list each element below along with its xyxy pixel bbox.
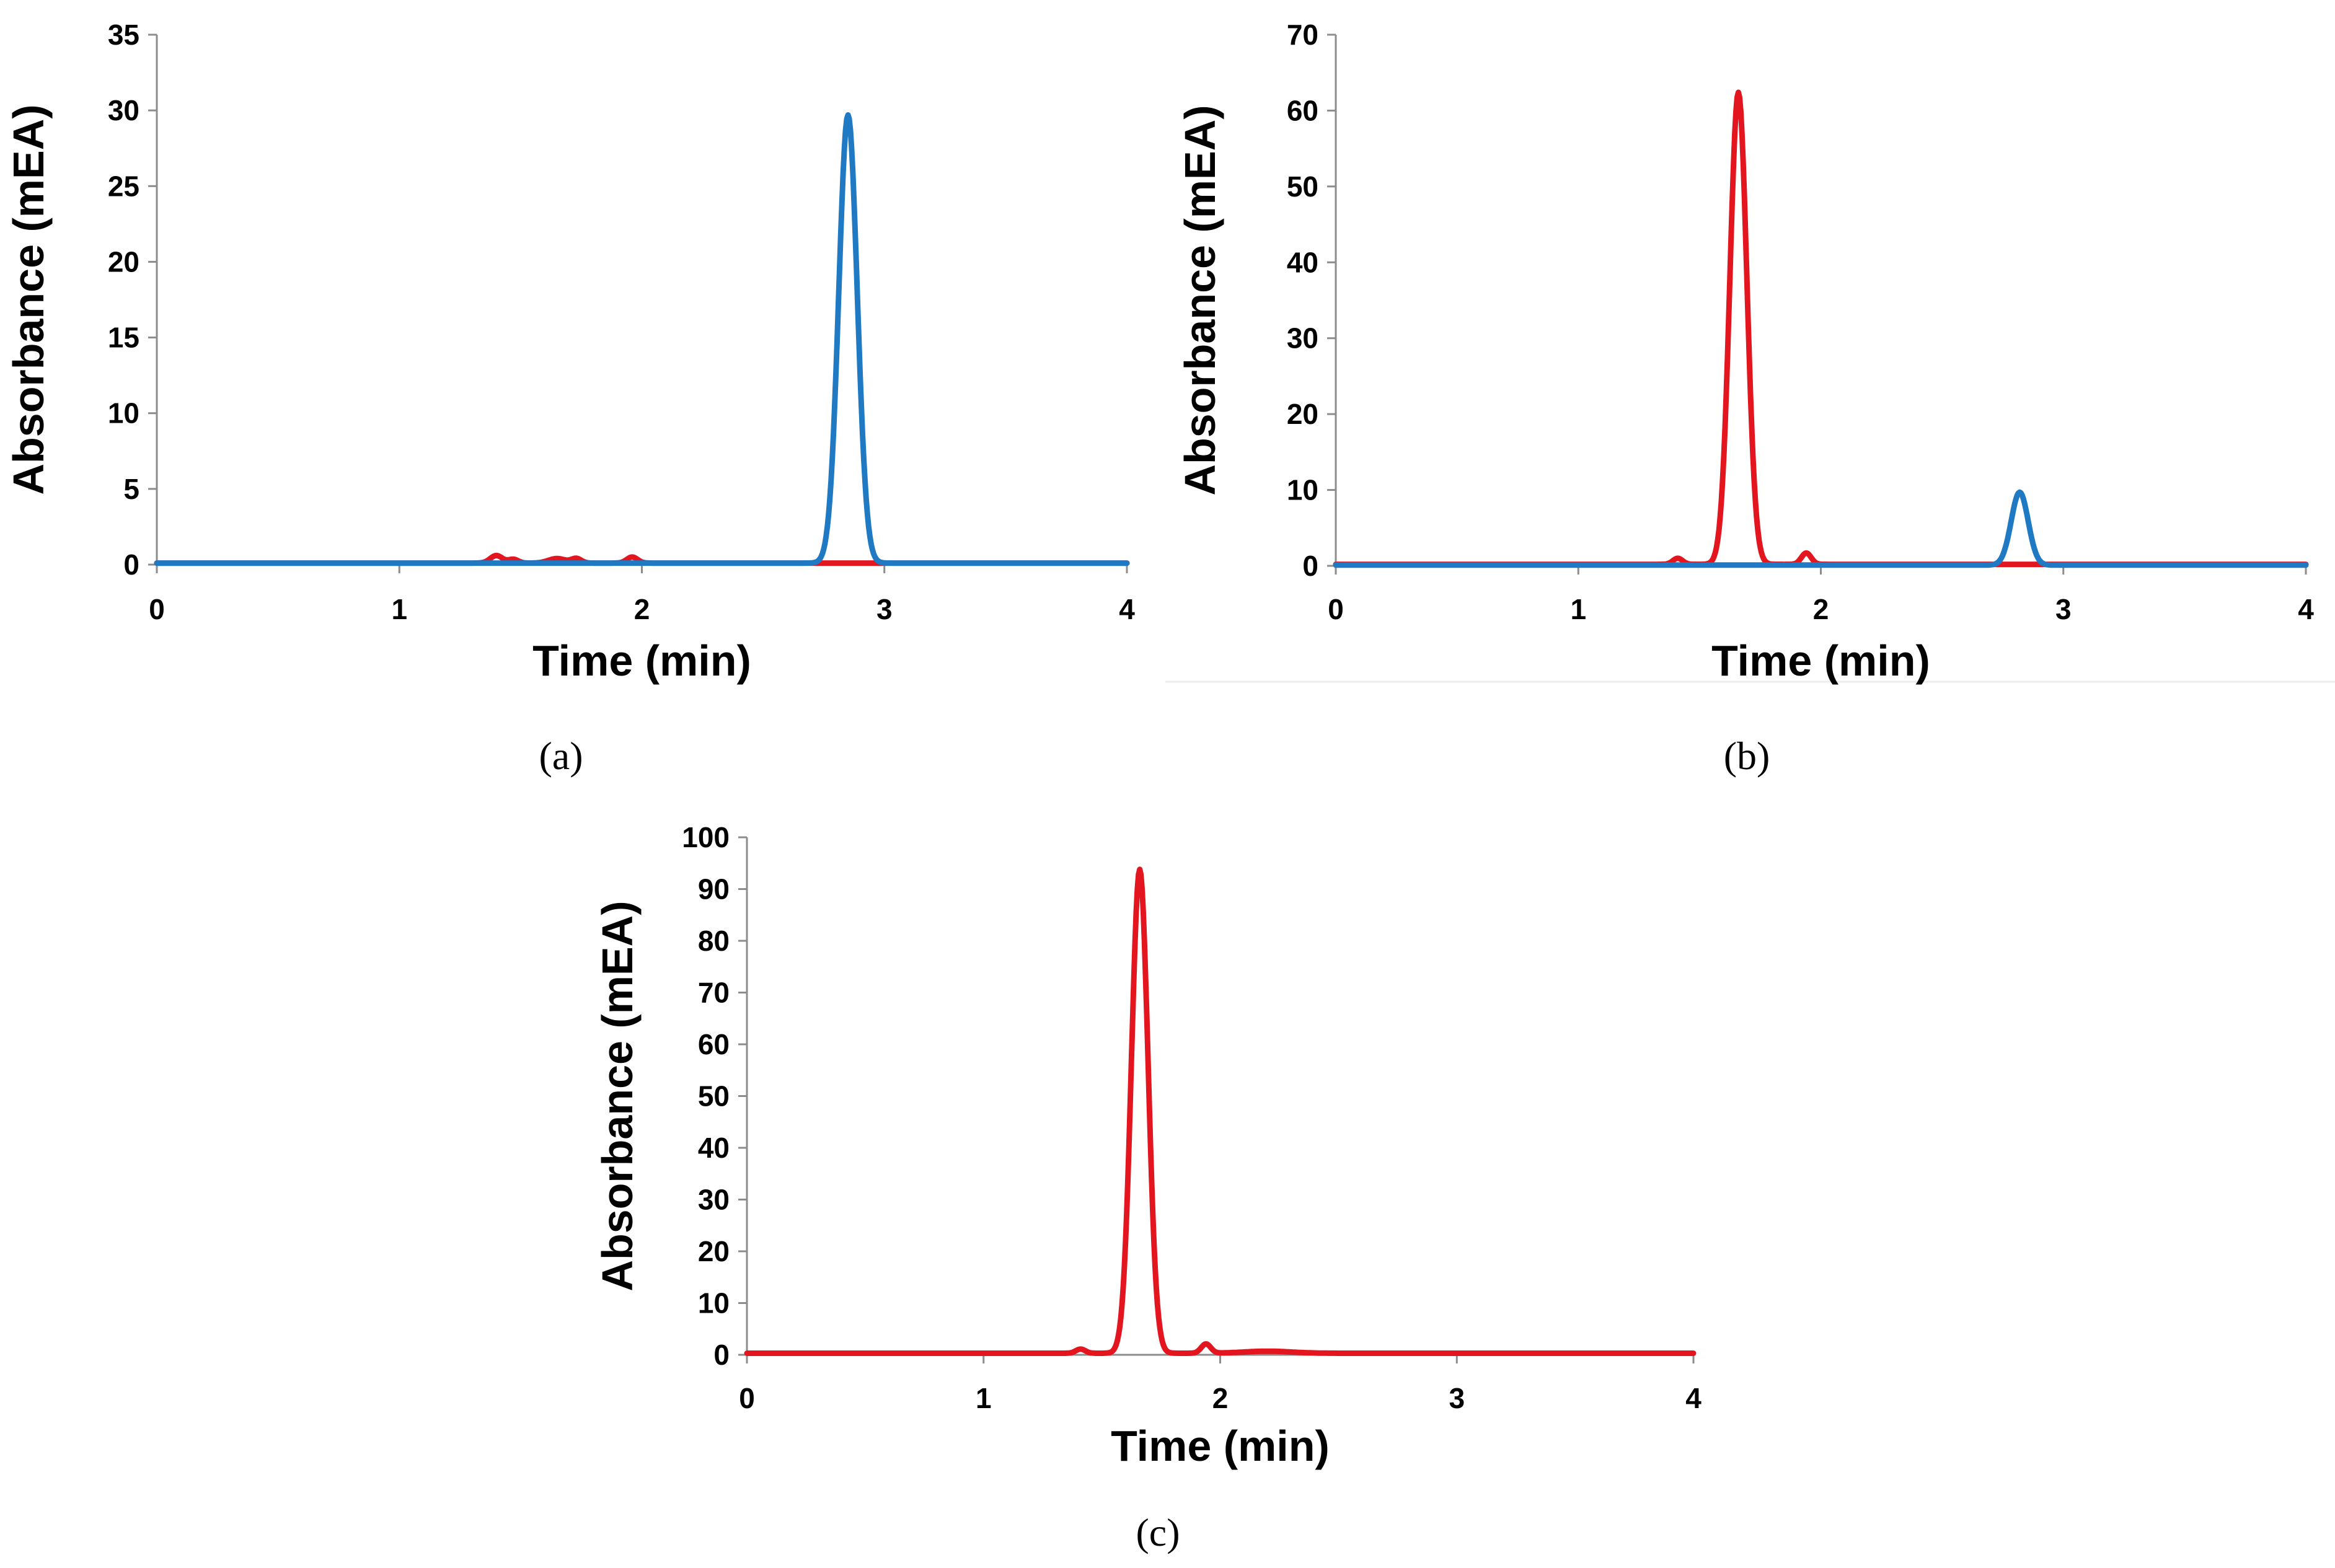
x-tick-label: 1 — [391, 593, 407, 625]
y-tick-label: 50 — [698, 1080, 730, 1112]
y-axis-label: Absorbance (mEA) — [593, 901, 642, 1291]
y-tick-label: 70 — [698, 977, 730, 1009]
x-tick-label: 0 — [1328, 593, 1344, 625]
x-tick-label: 3 — [1449, 1382, 1465, 1414]
y-tick-label: 60 — [698, 1028, 730, 1060]
y-tick-label: 10 — [108, 397, 139, 429]
y-tick-label: 20 — [108, 245, 139, 278]
x-tick-label: 1 — [1570, 593, 1586, 625]
panel-caption: (c) — [1136, 1510, 1180, 1554]
chart-panel-c: 0 10 20 30 40 50 60 70 80 90 100 0 1 2 3 4 Time (min) Abs… — [593, 821, 1702, 1554]
y-tick-label: 30 — [1287, 322, 1318, 355]
y-tick-label: 25 — [108, 170, 139, 202]
x-tick-label: 2 — [1212, 1382, 1229, 1414]
y-tick-label: 70 — [1287, 19, 1318, 51]
x-tick-label: 4 — [1685, 1382, 1702, 1414]
y-tick-label: 35 — [108, 19, 139, 51]
y-tick-label: 30 — [108, 94, 139, 126]
x-tick-label: 4 — [1119, 593, 1135, 625]
y-tick-label: 80 — [698, 925, 730, 957]
y-tick-label: 60 — [1287, 94, 1318, 126]
series-line-blue — [154, 112, 1130, 566]
y-tick-label: 40 — [698, 1132, 730, 1164]
series-line-red — [744, 866, 1697, 1356]
y-tick-label: 15 — [108, 322, 139, 354]
y-tick-label: 20 — [1287, 398, 1318, 430]
y-axis-label: Absorbance (mEA) — [4, 104, 53, 495]
x-tick-label: 3 — [876, 593, 893, 625]
y-tick-label: 30 — [698, 1184, 730, 1216]
x-axis-label: Time (min) — [1711, 636, 1930, 685]
x-tick-label: 4 — [2298, 593, 2314, 625]
x-axis-label: Time (min) — [1111, 1422, 1330, 1470]
y-tick-label: 0 — [1302, 550, 1318, 582]
y-tick-label: 50 — [1287, 170, 1318, 203]
chart-panel-a: 0 5 10 15 20 25 30 35 0 1 2 3 4 Time (min) Absorbance … — [4, 19, 1135, 778]
x-axis-label: Time (min) — [532, 636, 751, 685]
x-tick-label: 1 — [976, 1382, 992, 1414]
y-tick-label: 100 — [682, 821, 730, 853]
x-tick-label: 2 — [634, 593, 650, 625]
y-tick-label: 10 — [1287, 474, 1318, 506]
x-tick-label: 0 — [149, 593, 165, 625]
y-tick-label: 0 — [713, 1339, 730, 1371]
x-tick-label: 3 — [2055, 593, 2072, 625]
y-tick-label: 0 — [123, 548, 139, 581]
x-tick-label: 0 — [739, 1382, 755, 1414]
series-line-red — [1333, 89, 2309, 568]
chart-panel-b: 0 10 20 30 40 50 60 70 0 1 2 3 4 Time (min) Absorbance… — [1176, 19, 2314, 778]
panel-caption: (a) — [539, 734, 583, 778]
panel-caption: (b) — [1724, 734, 1770, 778]
x-tick-label: 2 — [1813, 593, 1829, 625]
y-tick-label: 90 — [698, 873, 730, 905]
y-tick-label: 20 — [698, 1235, 730, 1267]
y-axis-label: Absorbance (mEA) — [1176, 105, 1224, 495]
y-tick-label: 5 — [123, 473, 139, 505]
series-line-blue — [1333, 489, 2309, 568]
y-tick-label: 10 — [698, 1287, 730, 1319]
y-tick-label: 40 — [1287, 246, 1318, 278]
